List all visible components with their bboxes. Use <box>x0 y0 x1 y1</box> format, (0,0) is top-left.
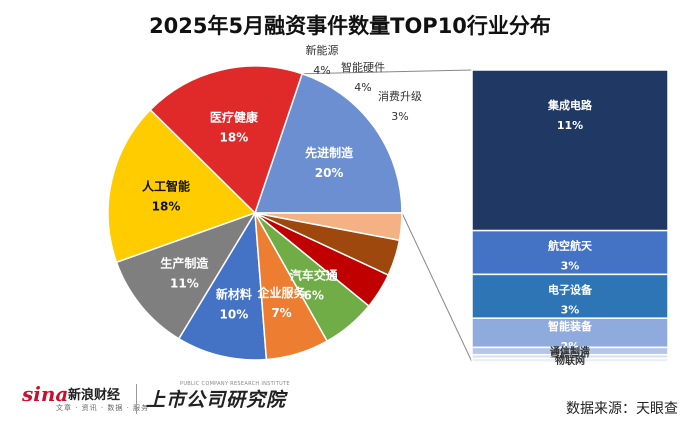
pie-slice-9 <box>254 212 403 242</box>
bar-label-0: 集成电路 <box>547 98 593 112</box>
pie-slice-0 <box>253 72 403 214</box>
pie-slice-3 <box>115 211 257 340</box>
pie-value-label-4: 10% <box>220 308 249 322</box>
pie-label-6: 汽车交通 <box>290 268 338 283</box>
bar-segment-6 <box>471 357 669 363</box>
pie-value-label-1: 18% <box>220 130 249 144</box>
pie-value-label-0: 20% <box>315 166 344 180</box>
pie-label-3: 生产制造 <box>160 256 209 271</box>
pie-label-8: 智能硬件 <box>341 60 385 74</box>
research-institute-logo-en: PUBLIC COMPANY RESEARCH INSTITUTE <box>180 381 290 387</box>
bar-value-label-2: 3% <box>561 303 580 316</box>
bar-segment-0 <box>471 69 669 232</box>
pie-value-label-5: 7% <box>271 306 291 320</box>
footer-logo: sina 新浪财经 文章 · 资讯 · 数据 · 服务 上市公司研究院 PUBL… <box>22 380 292 424</box>
pie-chart <box>107 65 403 361</box>
pie-slice-4 <box>177 210 268 361</box>
bar-segment-2 <box>471 273 669 319</box>
pie-label-7: 新能源 <box>306 43 339 57</box>
pie-label-5: 企业服务 <box>256 285 306 300</box>
pie-value-label-6: 6% <box>304 289 324 303</box>
pie-slice-2 <box>107 108 257 264</box>
research-institute-logo: 上市公司研究院 <box>146 389 287 411</box>
pie-label-0: 先进制造 <box>305 145 354 160</box>
source-note: 数据来源：天眼查 <box>566 401 678 417</box>
pie-label-4: 新材料 <box>216 287 252 302</box>
bar-label-6: 物联网 <box>555 354 585 367</box>
pie-label-1: 医疗健康 <box>210 109 259 124</box>
pie-value-label-3: 11% <box>170 277 199 291</box>
bar-label-2: 电子设备 <box>548 282 593 296</box>
pie-label-9: 消费升级 <box>378 89 422 103</box>
bar-segment-1 <box>471 229 669 276</box>
sina-logo: sina <box>22 382 69 406</box>
pie-labels: 先进制造 20% 医疗健康 18% 人工智能 18% 生产制造 11% 新材料 10% 企业服务 7%… <box>142 43 422 322</box>
page-title: 2025年5月融资事件数量TOP10行业分布 <box>149 14 551 38</box>
sina-logo-subtext: 文章 · 资讯 · 数据 · 服务 <box>56 404 150 412</box>
pie-label-2: 人工智能 <box>142 178 190 193</box>
connector-line-bottom <box>401 212 473 363</box>
bar-value-label-0: 11% <box>557 119 583 132</box>
logo-divider <box>136 384 137 414</box>
bar-value-label-1: 3% <box>561 260 580 273</box>
bar-label-1: 航空航天 <box>548 239 593 253</box>
bar-segment-3 <box>471 317 669 349</box>
connector-lines <box>302 69 473 363</box>
pie-value-label-7: 4% <box>313 64 330 77</box>
pie-value-label-8: 4% <box>354 81 371 94</box>
connector-line-top <box>302 69 473 75</box>
sina-finance-logo-text: 新浪财经 <box>68 388 121 403</box>
pie-value-label-2: 18% <box>152 199 181 213</box>
pie-value-label-9: 3% <box>391 110 408 123</box>
pie-slice-1 <box>149 65 304 215</box>
bar-label-3: 智能装备 <box>548 319 593 333</box>
